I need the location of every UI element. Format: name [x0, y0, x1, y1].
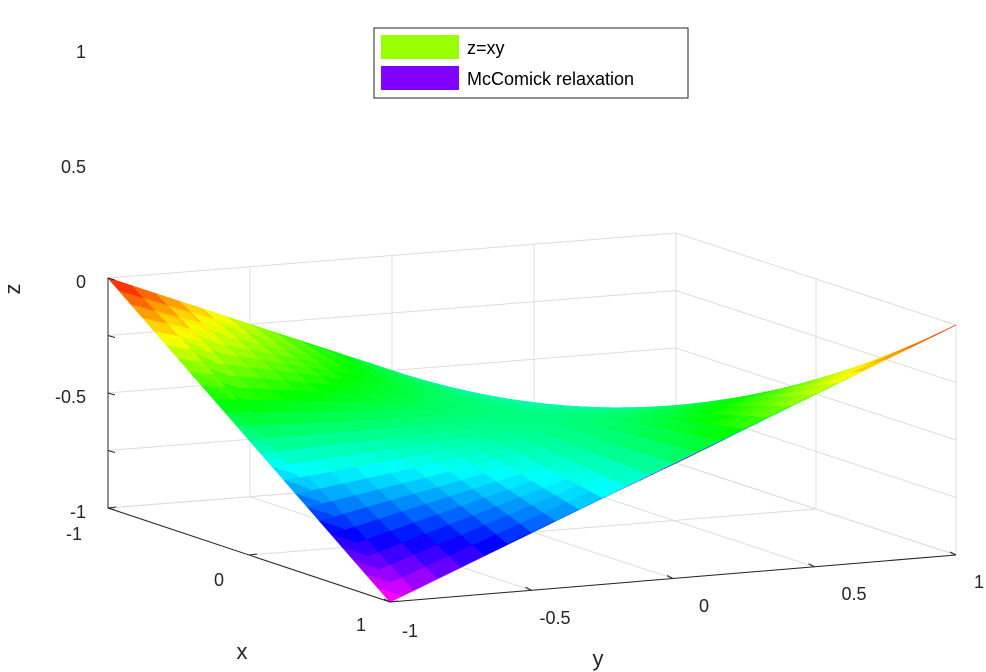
y-tick-mark [949, 551, 957, 556]
y-tick-mark [383, 598, 391, 603]
z-tick-labels: 1 0.5 0 -0.5 -1 [55, 42, 86, 522]
z-tick-mark [107, 392, 116, 396]
x-tick-mark [107, 506, 117, 509]
z-axis-label: z [0, 284, 25, 295]
z-tick-mark [107, 335, 116, 338]
legend-label-mccormick: McComick relaxation [467, 69, 634, 89]
y-tick-label: 1 [974, 572, 984, 592]
y-tick-labels: -1 -0.5 0 0.5 1 [402, 572, 984, 641]
x-tick-mark [248, 553, 258, 556]
grid-line-z [107, 232, 957, 326]
z-tick-mark [107, 450, 116, 453]
z-tick-label: 0 [76, 272, 86, 292]
y-tick-mark [666, 575, 674, 579]
legend-swatch-mccormick [381, 66, 459, 90]
x-tick-label: -1 [66, 524, 82, 544]
axis-box [107, 277, 957, 603]
y-tick-label: 0.5 [841, 584, 866, 604]
y-tick-label: -1 [402, 621, 418, 641]
x-axis-label: x [237, 639, 248, 664]
surface-patch-zxy [849, 359, 886, 374]
z-tick-label: -1 [70, 502, 86, 522]
x-tick-labels: -1 0 1 [66, 524, 366, 635]
x-tick-label: 1 [356, 615, 366, 635]
legend-swatch-zxy [381, 35, 459, 59]
y-tick-mark [808, 563, 815, 568]
surface-patches [107, 277, 957, 603]
y-tick-mark [525, 586, 532, 591]
y-axis-label: y [593, 646, 604, 671]
y-tick-label: -0.5 [539, 608, 570, 628]
z-tick-label: 0.5 [61, 157, 86, 177]
z-tick-label: 1 [76, 42, 86, 62]
z-tick-label: -0.5 [55, 387, 86, 407]
y-tick-label: 0 [699, 596, 709, 616]
x-tick-mark [389, 600, 399, 603]
surface-patch-mccormick [377, 587, 414, 603]
legend: z=xy McComick relaxation [373, 27, 689, 99]
legend-label-zxy: z=xy [467, 38, 505, 58]
x-tick-label: 0 [214, 570, 224, 590]
z-tick-mark [107, 277, 116, 281]
